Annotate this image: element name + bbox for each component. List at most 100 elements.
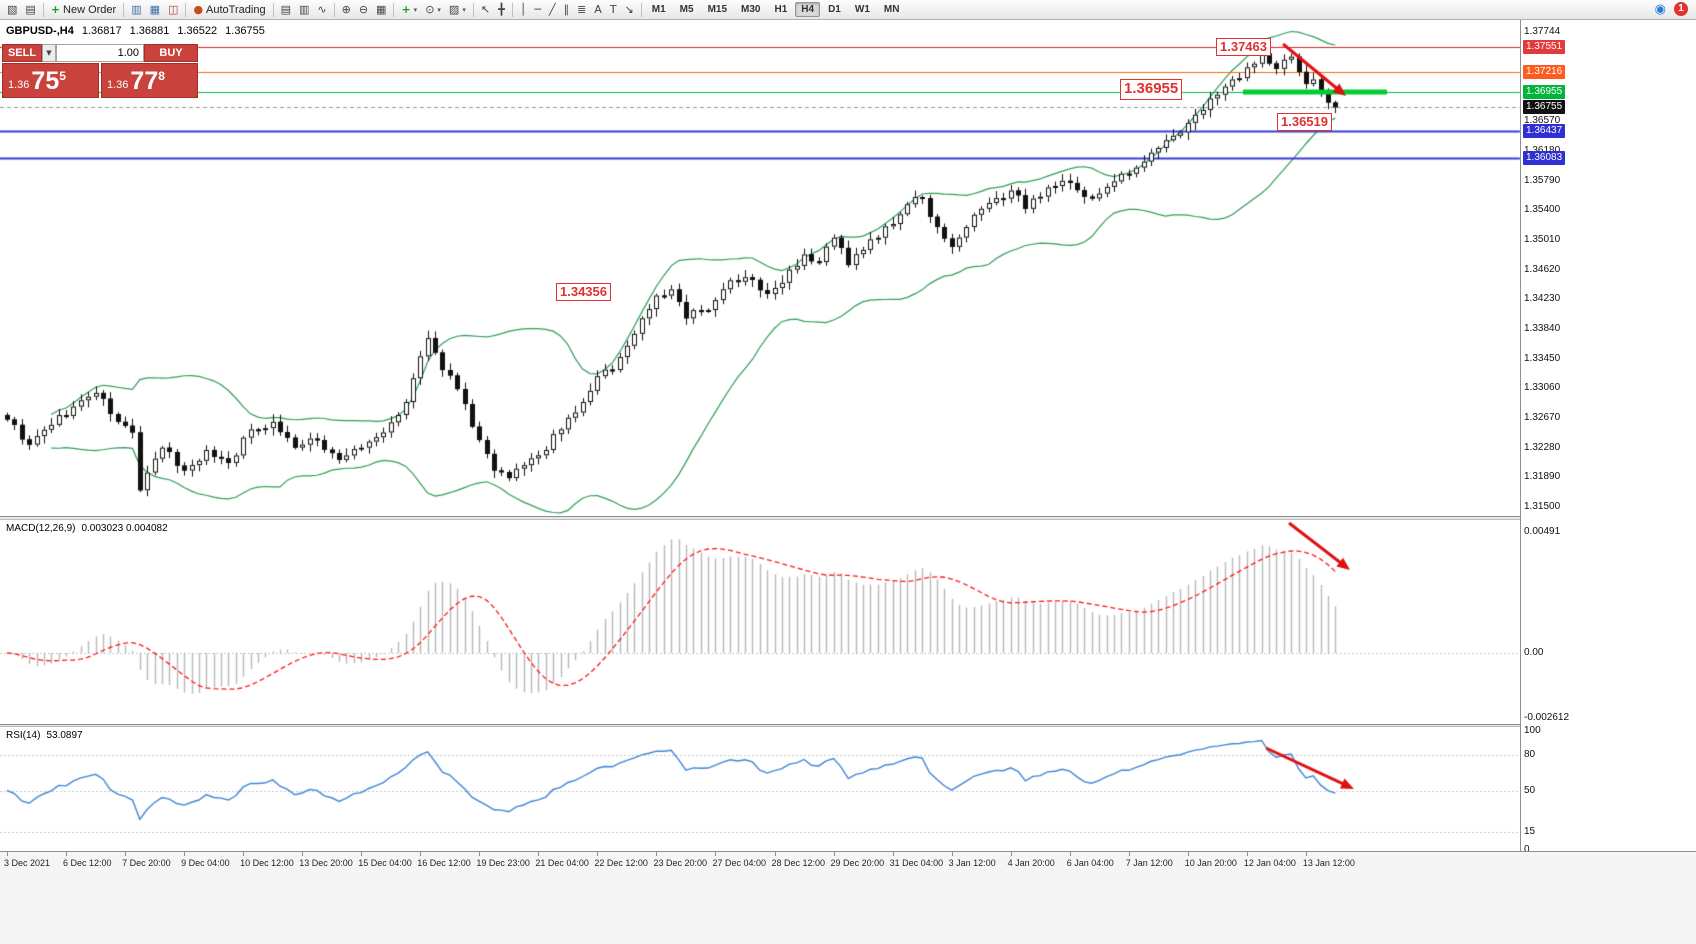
- new-chart-icon[interactable]: ▧: [3, 2, 21, 18]
- panel-splitter-macd[interactable]: [0, 516, 1696, 520]
- price-line-label-green: 1.36955: [1523, 85, 1566, 100]
- toolbar-right: ◉ 1: [1655, 2, 1688, 16]
- chevron-down-icon: ▾: [462, 5, 466, 14]
- timeframe-h4[interactable]: H4: [795, 2, 821, 17]
- new-order-button[interactable]: + New Order: [47, 2, 120, 18]
- fibonacci-icon[interactable]: ≣: [573, 2, 590, 18]
- autotrading-button[interactable]: ● AutoTrading: [189, 2, 269, 18]
- price-line-label-black: 1.36755: [1523, 100, 1566, 115]
- zoom-in-icon[interactable]: ⊕: [338, 2, 355, 18]
- price-tick-label: 1.34230: [1524, 293, 1561, 305]
- trendline-icon[interactable]: ╱: [545, 2, 560, 18]
- macd-scale-label: 0.00491: [1524, 525, 1561, 537]
- timeframe-d1[interactable]: D1: [828, 4, 841, 15]
- time-tick: [715, 852, 717, 856]
- arrows-icon[interactable]: ↘: [621, 2, 638, 18]
- time-tick: [656, 852, 658, 856]
- bars-chart-icon[interactable]: ▤: [277, 2, 295, 18]
- time-tick: [892, 852, 894, 856]
- crosshair-icon[interactable]: ╋: [494, 2, 509, 18]
- templates-icon-glyph: ▨: [448, 3, 460, 16]
- panel-splitter-rsi[interactable]: [0, 724, 1696, 727]
- candlestick-chart-icon[interactable]: ▥: [295, 2, 313, 18]
- text-label-icon-glyph: T: [609, 3, 617, 16]
- tile-windows-icon[interactable]: ▦: [372, 2, 390, 18]
- timeframe-h1[interactable]: H1: [774, 4, 788, 15]
- one-click-trading-panel: SELL ▼ BUY 1.36 75 5 1.36 77 8: [2, 44, 198, 98]
- timeframe-mn[interactable]: MN: [883, 4, 900, 15]
- periods-icon-glyph: ⊙: [425, 3, 435, 16]
- text-label-icon[interactable]: T: [606, 2, 621, 18]
- equidistant-channel-icon[interactable]: ∥: [560, 2, 574, 18]
- time-label: 7 Jan 12:00: [1125, 858, 1173, 868]
- rsi-scale-label: 100: [1524, 725, 1541, 736]
- trendline-icon-glyph: ╱: [548, 3, 556, 16]
- buy-button[interactable]: BUY: [144, 44, 198, 62]
- timeframe-w1[interactable]: W1: [854, 4, 870, 15]
- time-label: 3 Dec 2021: [4, 858, 51, 868]
- line-chart-icon[interactable]: ∿: [313, 2, 330, 18]
- sell-button[interactable]: SELL: [2, 44, 42, 62]
- time-label: 10 Dec 12:00: [240, 858, 294, 868]
- periods-icon[interactable]: ⊙ ▾: [421, 2, 445, 18]
- rsi-value: 53.0897: [46, 730, 83, 741]
- sell-price-button[interactable]: 1.36 75 5: [2, 63, 99, 98]
- time-axis[interactable]: 3 Dec 2021 6 Dec 12:00 7 Dec 20:00 9 Dec 04…: [0, 851, 1696, 944]
- cursor-icon[interactable]: ↖: [477, 2, 494, 18]
- market-watch-icon-glyph: ▥: [131, 3, 142, 16]
- timeframe-m15[interactable]: M15: [707, 4, 728, 15]
- time-label: 31 Dec 04:00: [889, 858, 944, 868]
- market-watch-icon[interactable]: ▥: [127, 2, 145, 18]
- time-tick: [184, 852, 186, 856]
- data-window-icon-glyph: ▦: [149, 3, 161, 16]
- toolbar-separator: [272, 2, 274, 17]
- horizontal-line-icon[interactable]: ─: [530, 2, 545, 18]
- time-label: 23 Dec 20:00: [653, 858, 707, 868]
- price-tick-label: 1.33450: [1524, 352, 1561, 364]
- indicators-icon-glyph: +: [401, 3, 411, 16]
- time-label: 4 Jan 20:00: [1007, 858, 1055, 868]
- price-tick-label: 1.32670: [1524, 412, 1561, 423]
- bars-chart-icon-glyph: ▤: [280, 3, 291, 16]
- data-window-icon[interactable]: ▦: [146, 2, 164, 18]
- sell-price-main: 75: [31, 67, 60, 95]
- rsi-scale-label: 80: [1524, 748, 1536, 760]
- price-scale[interactable]: 1.37744 1.37551 1.37216 1.36955 1.36755 1.365…: [1521, 0, 1696, 855]
- text-icon-glyph: A: [594, 3, 602, 16]
- time-tick: [302, 852, 304, 856]
- templates-icon[interactable]: ▨ ▾: [445, 2, 470, 18]
- candlestick-chart-icon-glyph: ▥: [298, 3, 310, 16]
- time-tick: [479, 852, 481, 856]
- timeframe-m1[interactable]: M1: [651, 4, 666, 15]
- timeframe-m5[interactable]: M5: [679, 4, 694, 15]
- line-chart-icon-glyph: ∿: [317, 3, 327, 16]
- chat-icon[interactable]: ◉: [1654, 1, 1666, 17]
- timeframe-m30[interactable]: M30: [741, 4, 761, 15]
- toolbar-separator: [472, 2, 474, 17]
- zoom-out-icon[interactable]: ⊖: [355, 2, 372, 18]
- order-options-caret[interactable]: ▼: [42, 44, 56, 62]
- time-tick: [1246, 852, 1248, 856]
- indicators-icon[interactable]: + ▾: [397, 2, 421, 18]
- time-label: 28 Dec 12:00: [771, 858, 826, 868]
- notification-badge[interactable]: 1: [1674, 2, 1688, 16]
- fibonacci-icon-glyph: ≣: [577, 3, 587, 16]
- close-value: 1.36755: [225, 25, 265, 37]
- price-line-label-blue: 1.36083: [1523, 151, 1566, 166]
- price-line-label-orange: 1.37216: [1523, 65, 1566, 80]
- vertical-line-icon[interactable]: │: [516, 2, 531, 18]
- navigator-icon-glyph: ◫: [168, 3, 179, 16]
- volume-input[interactable]: [56, 44, 144, 62]
- profiles-icon[interactable]: ▤: [21, 2, 39, 18]
- autotrading-button-label: AutoTrading: [206, 3, 266, 16]
- macd-scale-label: 0.00: [1524, 647, 1544, 658]
- low-value: 1.36522: [177, 25, 218, 37]
- equidistant-channel-icon-glyph: ∥: [563, 3, 570, 16]
- navigator-icon[interactable]: ◫: [164, 2, 182, 18]
- buy-price-button[interactable]: 1.36 77 8: [101, 63, 198, 98]
- text-icon[interactable]: A: [590, 2, 606, 18]
- rsi-name: RSI(14): [6, 730, 41, 741]
- toolbar-separator: [42, 2, 44, 17]
- time-tick: [125, 852, 127, 856]
